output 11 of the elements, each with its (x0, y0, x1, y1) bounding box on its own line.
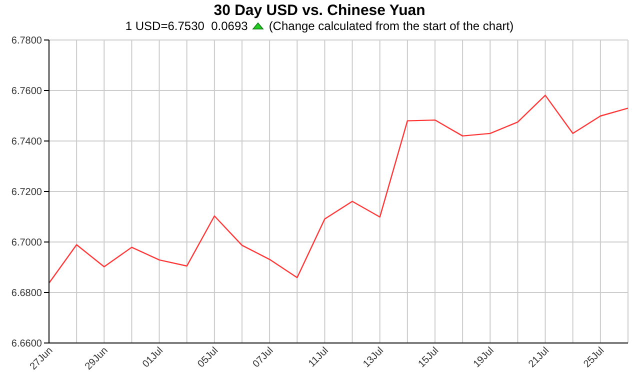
line-series (48, 94, 629, 284)
chart-title: 30 Day USD vs. Chinese Yuan (212, 2, 426, 19)
text: (Change calculated from the start of the chart) (268, 19, 514, 33)
y-tick-label: 6.7200 (11, 187, 42, 198)
y-tick-label: 6.6600 (11, 338, 42, 350)
y-tick-label: 6.6800 (11, 288, 42, 300)
y-tick-label: 6.7800 (11, 36, 42, 47)
y-tick-label: 6.7400 (11, 136, 42, 148)
chart-subtitle: 1 USD=6.7530 0.0693 (125, 19, 248, 33)
y-tick-label: 6.7000 (11, 238, 42, 249)
y-tick-label: 6.7600 (11, 86, 42, 98)
